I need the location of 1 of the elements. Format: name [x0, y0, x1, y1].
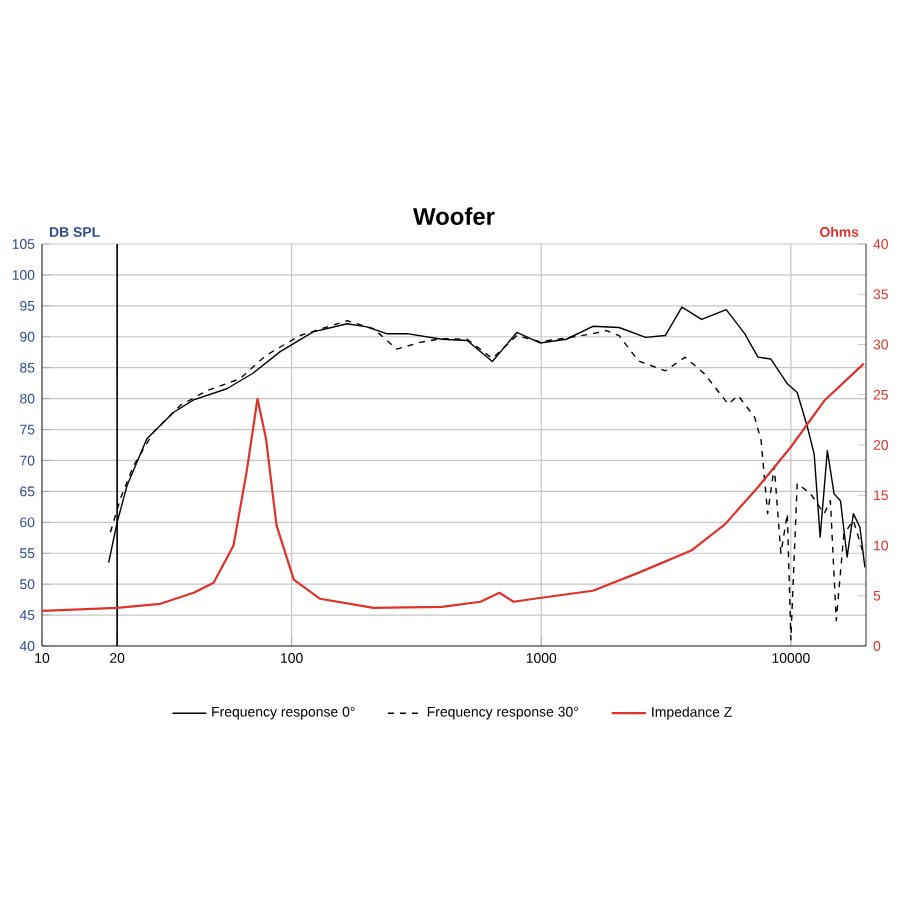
chart-title: Woofer [413, 207, 495, 225]
